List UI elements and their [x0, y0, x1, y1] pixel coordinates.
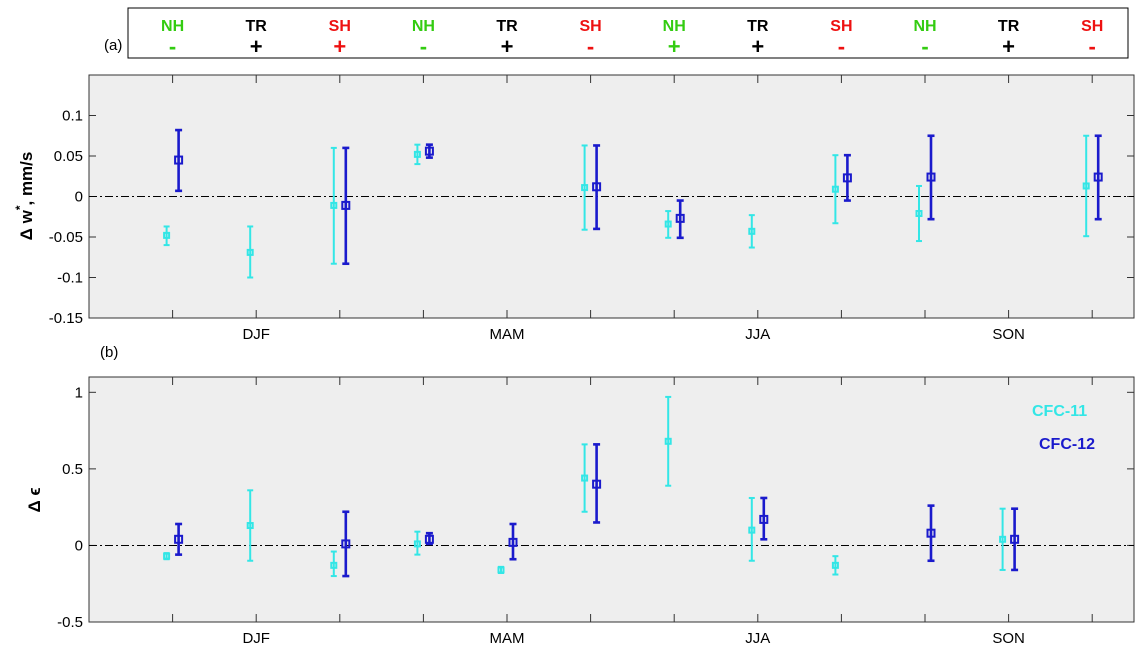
data-point [508, 537, 518, 547]
data-point [831, 185, 839, 193]
header-sign: - [838, 34, 845, 59]
data-point [592, 182, 602, 192]
panel-b: (b) 1 0.5 0 -0.5 DJF MAM JJA SON Δ ϵ CFC-11 CFC… [25, 344, 1135, 647]
panel-a-ylabel-main: Δ w [17, 209, 36, 240]
header-region-label: NH [412, 18, 435, 35]
data-point [1082, 182, 1090, 190]
data-point [759, 514, 769, 524]
header-region-label: TR [747, 18, 769, 35]
data-point [664, 437, 672, 445]
panel-b-plot-area [88, 376, 1135, 623]
y-tick-label: -0.5 [57, 614, 83, 631]
season-label: SON [992, 630, 1025, 647]
data-point [330, 201, 338, 209]
header-region-label: TR [246, 18, 268, 35]
data-point [163, 552, 171, 560]
header-region-label: TR [998, 18, 1020, 35]
panel-b-axes: 1 0.5 0 -0.5 DJF MAM JJA SON [57, 377, 1134, 647]
data-point [748, 526, 756, 534]
data-point [341, 200, 351, 210]
season-label: SON [992, 326, 1025, 343]
panel-a-ylabel-tail: , mm/s [17, 152, 36, 206]
header-sign: + [668, 34, 681, 59]
y-tick-label: 0.05 [54, 148, 83, 165]
legend: CFC-11 CFC-12 [1032, 403, 1095, 453]
y-tick-label: 0.5 [62, 461, 83, 478]
header-sign: - [921, 34, 928, 59]
header-region-label: TR [496, 18, 518, 35]
data-point [413, 540, 421, 548]
y-tick-label: -0.05 [49, 229, 83, 246]
data-point [581, 474, 589, 482]
data-point [497, 566, 505, 574]
data-point [174, 155, 184, 165]
header-sign: + [751, 34, 764, 59]
panel-b-ylabel-main: Δ ϵ [25, 487, 44, 512]
header-sign: - [1089, 34, 1096, 59]
data-point [926, 528, 936, 538]
y-tick-label: -0.15 [49, 310, 83, 327]
header-sign: - [169, 34, 176, 59]
y-tick-label: 0 [75, 537, 83, 554]
header-region-label: SH [329, 18, 351, 35]
panel-a: 0.1 0.05 0 -0.05 -0.1 -0.15 DJF MAM JJA SON Δ w*,… [13, 74, 1135, 343]
panel-a-tag: (a) [104, 37, 122, 54]
season-label: DJF [242, 326, 270, 343]
data-point [592, 479, 602, 489]
panel-b-tag: (b) [100, 344, 118, 361]
header-box: (a) NH-TR+SH+NH-TR+SH-NH+TR+SH-NH-TR+SH- [104, 7, 1129, 59]
header-sign: - [420, 34, 427, 59]
data-point [341, 539, 351, 549]
data-point [748, 227, 756, 235]
header-region-label: SH [830, 18, 852, 35]
panel-a-marks [163, 128, 1103, 279]
header-sign: + [1002, 34, 1015, 59]
data-point [664, 220, 672, 228]
header-region-label: SH [579, 18, 601, 35]
season-label: MAM [490, 630, 525, 647]
header-sign: + [333, 34, 346, 59]
data-point [999, 535, 1007, 543]
panel-a-axes: 0.1 0.05 0 -0.05 -0.1 -0.15 DJF MAM JJA SON [49, 75, 1134, 343]
data-point [163, 231, 171, 239]
data-point [424, 146, 434, 156]
header-region-label: NH [161, 18, 184, 35]
panel-b-ylabel: Δ ϵ [25, 487, 44, 512]
season-label: JJA [745, 326, 770, 343]
header-region-label: NH [663, 18, 686, 35]
data-point [246, 248, 254, 256]
data-point [915, 210, 923, 218]
panel-b-marks [163, 395, 1020, 578]
data-point [581, 184, 589, 192]
season-label: MAM [490, 326, 525, 343]
y-tick-label: -0.1 [57, 270, 83, 287]
data-point [675, 213, 685, 223]
header-columns: NH-TR+SH+NH-TR+SH-NH+TR+SH-NH-TR+SH- [161, 18, 1103, 59]
header-sign: - [587, 34, 594, 59]
y-tick-label: 0.1 [62, 108, 83, 125]
data-point [926, 172, 936, 182]
y-tick-label: 1 [75, 384, 83, 401]
header-region-label: SH [1081, 18, 1103, 35]
panel-a-ylabel-sup: * [13, 205, 27, 210]
legend-entry-cfc11: CFC-11 [1032, 403, 1087, 420]
header-sign: + [250, 34, 263, 59]
data-point [413, 150, 421, 158]
legend-entry-cfc12: CFC-12 [1039, 436, 1095, 453]
data-point [330, 561, 338, 569]
data-point [424, 534, 434, 544]
y-tick-label: 0 [75, 189, 83, 206]
data-point [174, 534, 184, 544]
season-label: DJF [242, 630, 270, 647]
data-point [842, 173, 852, 183]
data-point [831, 561, 839, 569]
header-sign: + [501, 34, 514, 59]
panel-a-ylabel: Δ w*, mm/s [13, 152, 36, 241]
data-point [246, 522, 254, 530]
season-label: JJA [745, 630, 770, 647]
data-point [1010, 534, 1020, 544]
header-region-label: NH [913, 18, 936, 35]
data-point [1093, 172, 1103, 182]
